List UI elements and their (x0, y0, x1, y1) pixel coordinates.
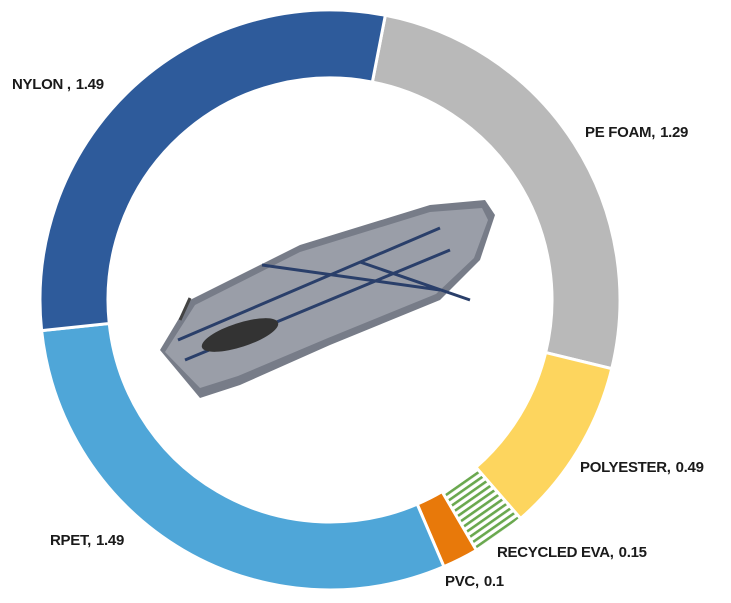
slice-value: 1.49 (96, 532, 124, 549)
donut (38, 8, 622, 592)
slice-name: NYLON , (12, 76, 71, 93)
slice (370, 13, 622, 371)
slice-label: PVC, 0.1 (445, 573, 504, 590)
slice-value: 1.29 (660, 124, 688, 141)
slice-label: RPET, 1.49 (50, 532, 124, 549)
slice-name: RECYCLED EVA, (497, 544, 614, 561)
slice (38, 8, 388, 333)
slice-value: 0.15 (619, 544, 647, 561)
slice-label: PE FOAM, 1.29 (585, 124, 688, 141)
slice-value: 0.1 (484, 573, 504, 590)
slice-label: POLYESTER, 0.49 (580, 459, 704, 476)
slice-label: NYLON , 1.49 (12, 76, 104, 93)
slice-name: RPET, (50, 532, 91, 549)
slice (39, 321, 446, 592)
slice-name: PE FOAM, (585, 124, 655, 141)
slice-name: PVC, (445, 573, 479, 590)
slice-value: 1.49 (76, 76, 104, 93)
center-image (160, 200, 495, 398)
slice-label: RECYCLED EVA, 0.15 (497, 544, 647, 561)
slice-value: 0.49 (676, 459, 704, 476)
slice-name: POLYESTER, (580, 459, 671, 476)
